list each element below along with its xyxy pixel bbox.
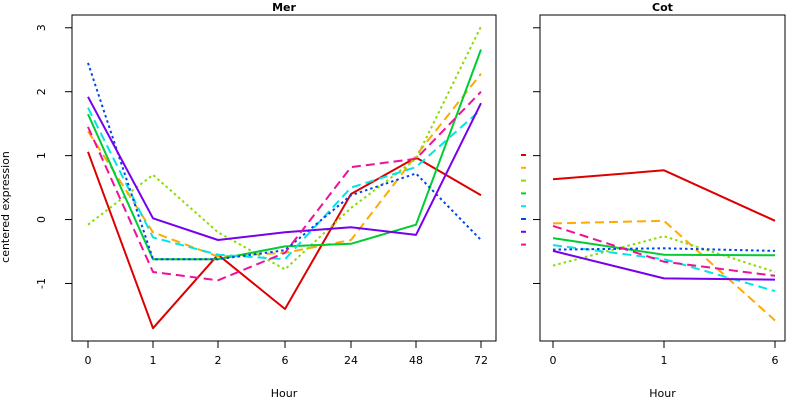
panel-2-series-7-line (552, 249, 776, 281)
panel-1-x-tick-label: 6 (282, 354, 289, 367)
panel-1-x-tick-label: 24 (344, 354, 358, 367)
panel-1-y-tick-label: 2 (35, 88, 48, 95)
panel-1-y-tick-label: 0 (35, 216, 48, 223)
panel-2-x-axis-label: Hour (649, 387, 676, 400)
panel-1-y-tick-label: 1 (35, 152, 48, 159)
panel-2-series-8-line (552, 224, 776, 277)
panel-1-x-tick-label: 48 (409, 354, 423, 367)
panel-2-series-2-line (552, 219, 776, 322)
panel-2-series-6-line (552, 247, 776, 252)
panel-1-y-tick-label: -1 (35, 278, 48, 289)
panel-2-x-tick-label: 6 (772, 354, 779, 367)
panel-2-series-3-line (552, 235, 776, 273)
panel-1-x-tick-label: 72 (474, 354, 488, 367)
panel-1-plot-frame (71, 14, 497, 342)
panel-2-x-tick-label: 0 (550, 354, 557, 367)
panel-1-x-tick-label: 2 (215, 354, 222, 367)
panel-1-x-tick-label: 1 (150, 354, 157, 367)
panel-2-plot-frame (539, 14, 786, 342)
panel-1-title: Mer (272, 1, 296, 14)
panel-1-series-7-line (87, 96, 482, 241)
panel-1-series-8-line (87, 91, 482, 282)
panel-1-x-tick-label: 0 (85, 354, 92, 367)
panel-2-title: Cot (652, 1, 673, 14)
y-axis-label: centered expression (0, 151, 12, 263)
panel-1-series-5-line (87, 107, 482, 261)
panel-2-series-5-line (552, 244, 776, 293)
panel-2-x-tick-label: 1 (661, 354, 668, 367)
panel-2-series-1-line (552, 169, 776, 222)
panel-2-series-4-line (552, 237, 776, 257)
panel-1-series-2-line (87, 73, 482, 258)
panel-1-series-4-line (87, 49, 482, 261)
panel-1-x-axis-label: Hour (271, 387, 298, 400)
panel-1-y-tick-label: 3 (35, 24, 48, 31)
